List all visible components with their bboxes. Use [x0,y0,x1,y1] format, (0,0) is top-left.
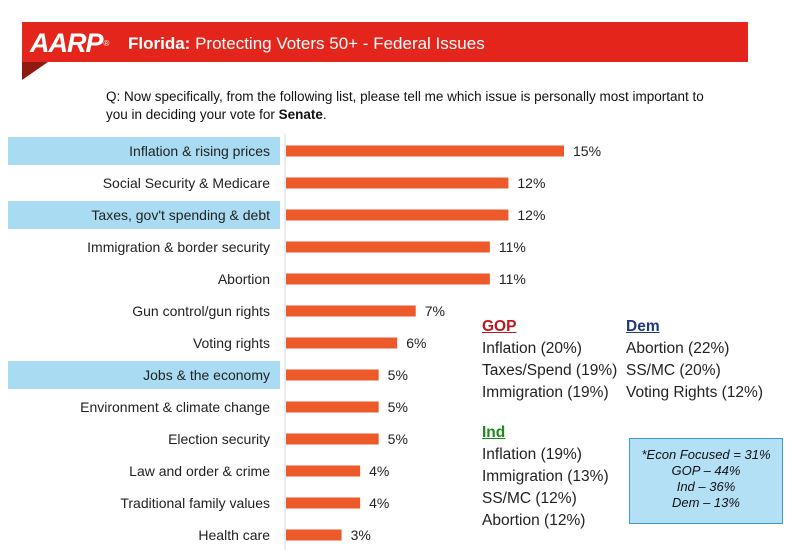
value-label: 12% [517,207,545,223]
banner-fold [22,62,48,80]
highlight-band [8,201,280,229]
bar [286,465,361,477]
ind-heading: Ind [482,424,506,441]
category-label: Taxes, gov't spending & debt [91,207,270,223]
bar [286,497,361,509]
category-label: Jobs & the economy [143,367,270,383]
dem-item: Voting Rights (12%) [626,384,763,401]
value-label: 4% [369,495,389,511]
bar [286,529,342,541]
value-label: 4% [369,463,389,479]
logo-text: AARP [30,28,104,58]
page-title-state: Florida: [128,34,191,53]
ind-item: SS/MC (12%) [482,490,577,507]
bar [286,433,379,445]
econ-line: Ind – 36% [676,479,736,494]
value-label: 7% [425,303,445,319]
econ-line: GOP – 44% [671,463,741,478]
dem-item: SS/MC (20%) [626,362,721,379]
econ-focused-box: *Econ Focused = 31% GOP – 44% Ind – 36% … [629,438,783,524]
gop-heading: GOP [482,318,517,335]
gop-item: Taxes/Spend (19%) [482,362,618,379]
highlight-band [8,137,280,165]
bar [286,241,490,253]
category-label: Social Security & Medicare [103,175,271,191]
value-label: 12% [517,175,545,191]
category-label: Immigration & border security [87,239,270,255]
category-label: Environment & climate change [80,399,270,415]
category-label: Abortion [218,271,270,287]
econ-line: *Econ Focused = 31% [641,447,771,462]
ind-item: Immigration (13%) [482,468,609,485]
bar [286,305,416,317]
dem-breakdown: Dem Abortion (22%) SS/MC (20%) Voting Ri… [626,316,763,404]
value-label: 3% [351,527,371,543]
bar [286,369,379,381]
question-end: . [322,107,327,122]
bar [286,209,509,221]
econ-line: Dem – 13% [672,495,740,510]
aarp-logo: AARP ® [30,29,109,57]
page-title-rest: Protecting Voters 50+ - Federal Issues [190,34,485,53]
category-label: Health care [198,527,270,543]
header-banner [22,22,748,62]
category-label: Gun control/gun rights [132,303,270,319]
gop-item: Immigration (19%) [482,384,609,401]
value-label: 15% [573,143,601,159]
category-label: Traditional family values [120,495,270,511]
page-title: Florida: Protecting Voters 50+ - Federal… [128,32,485,56]
value-label: 6% [406,335,426,351]
issues-bar-chart: Inflation & rising prices 15% Social Secur… [8,134,601,550]
logo-registered-mark: ® [103,38,110,48]
ind-breakdown: Ind Inflation (19%) Immigration (13%) SS… [482,422,609,532]
gop-item: Inflation (20%) [482,340,582,357]
question-emphasis: Senate [278,107,323,122]
category-label: Inflation & rising prices [129,143,270,159]
value-label: 11% [499,271,526,287]
category-label: Voting rights [193,335,270,351]
category-label: Law and order & crime [129,463,270,479]
bar [286,401,379,413]
value-label: 5% [388,399,408,415]
gop-breakdown: GOP Inflation (20%) Taxes/Spend (19%) Im… [482,316,617,404]
value-label: 11% [499,239,526,255]
value-label: 5% [388,367,408,383]
question-text: Q: Now specifically, from the following … [106,89,704,122]
bar [286,177,509,189]
ind-item: Inflation (19%) [482,446,582,463]
bar [286,273,490,285]
survey-question: Q: Now specifically, from the following … [106,88,726,124]
dem-heading: Dem [626,318,660,335]
ind-item: Abortion (12%) [482,512,586,529]
category-label: Election security [168,431,270,447]
bar [286,337,398,349]
bar [286,145,564,157]
dem-item: Abortion (22%) [626,340,730,357]
highlight-band [8,361,280,389]
value-label: 5% [388,431,408,447]
